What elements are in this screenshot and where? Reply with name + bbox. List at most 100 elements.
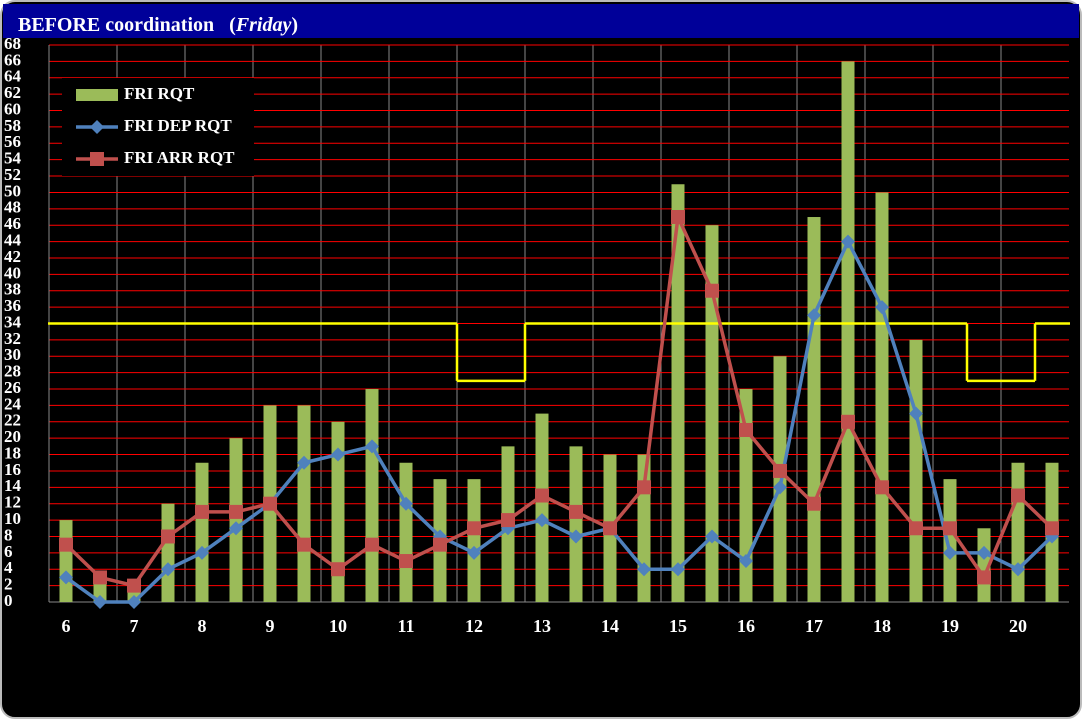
marker [127,578,141,593]
y-tick-label: 54 [4,149,22,168]
marker [875,480,889,495]
bar [365,389,379,602]
marker [637,562,651,577]
y-tick-label: 14 [4,476,22,495]
bar [1011,462,1025,602]
marker [977,545,991,560]
legend-label: FRI DEP RQT [124,116,232,135]
marker [195,504,209,519]
marker [739,554,753,569]
marker [841,234,855,249]
y-tick-label: 48 [4,198,21,217]
y-tick-label: 0 [4,591,13,610]
x-tick-label: 10 [329,616,347,636]
y-tick-label: 24 [4,394,22,413]
x-tick-label: 16 [737,616,755,636]
x-tick-label: 15 [669,616,687,636]
legend-marker [90,152,104,166]
marker [127,595,141,609]
y-tick-label: 26 [4,378,21,397]
y-tick-label: 68 [4,34,21,53]
marker [875,300,889,315]
marker [59,570,73,585]
y-tick-label: 58 [4,116,21,135]
marker [399,496,413,511]
paren: ) [291,14,298,36]
x-tick-label: 13 [533,616,551,636]
bar [535,413,549,602]
y-tick-label: 46 [4,214,21,233]
x-tick-label: 7 [130,616,139,636]
chart-title: BEFORE coordination (Friday) [18,14,298,36]
marker [943,545,957,560]
marker [229,504,243,519]
bar [569,446,583,602]
marker [1011,562,1025,577]
header-bar [3,4,1079,38]
marker [535,513,549,528]
marker [841,414,855,429]
marker [229,521,243,536]
x-tick-label: 11 [397,616,414,636]
y-tick-label: 16 [4,460,21,479]
marker [297,537,311,552]
bar [331,421,345,602]
y-tick-label: 10 [4,509,21,528]
y-tick-label: 30 [4,345,21,364]
marker [1045,521,1059,536]
x-tick-label: 18 [873,616,891,636]
marker [161,529,175,544]
bar [807,217,821,602]
title: BEFORE coordination [18,14,214,36]
paren: ( [214,14,236,36]
x-tick-label: 20 [1009,616,1027,636]
marker [909,406,923,421]
legend-marker [90,120,104,134]
subtitle: Friday [235,14,292,36]
bar [195,462,209,602]
x-tick-label: 17 [805,616,823,636]
y-tick-label: 6 [4,542,13,561]
marker [739,422,753,437]
bar [943,479,957,602]
legend-label: FRI RQT [124,84,195,103]
marker [467,521,481,536]
bar [739,389,753,602]
marker [943,521,957,536]
line [64,237,1054,604]
bar [875,192,889,603]
x-tick-label: 9 [266,616,275,636]
bar [59,520,73,602]
legend-swatch [76,89,118,101]
marker [365,537,379,552]
y-tick-label: 52 [4,165,21,184]
y-tick-label: 60 [4,99,21,118]
y-tick-label: 36 [4,296,21,315]
marker [637,480,651,495]
bar [161,503,175,602]
y-tick-label: 42 [4,247,21,266]
x-tick-label: 14 [601,616,619,636]
marker [263,496,277,511]
marker [93,595,107,609]
marker [467,545,481,560]
marker [671,562,685,577]
marker [161,562,175,577]
marker [807,308,821,323]
y-tick-label: 64 [4,67,22,86]
bar [229,438,243,602]
y-tick-label: 44 [4,230,22,249]
marker [501,513,515,528]
marker [603,521,617,536]
y-tick-label: 62 [4,83,21,102]
marker [195,545,209,560]
marker [773,480,787,495]
y-tick-label: 32 [4,329,21,348]
y-tick-label: 2 [4,575,13,594]
marker [569,504,583,519]
bar [399,462,413,602]
marker [331,562,345,577]
marker [671,210,685,225]
marker [705,283,719,298]
y-tick-label: 12 [4,493,21,512]
